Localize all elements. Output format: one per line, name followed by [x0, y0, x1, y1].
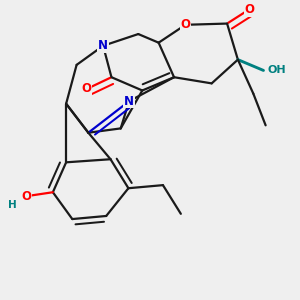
Text: O: O	[244, 3, 254, 16]
Text: OH: OH	[267, 65, 286, 75]
Text: O: O	[21, 190, 31, 203]
Text: N: N	[98, 39, 108, 52]
Text: N: N	[124, 95, 134, 108]
Text: O: O	[82, 82, 92, 95]
Text: O: O	[181, 18, 190, 31]
Text: H: H	[8, 200, 16, 210]
